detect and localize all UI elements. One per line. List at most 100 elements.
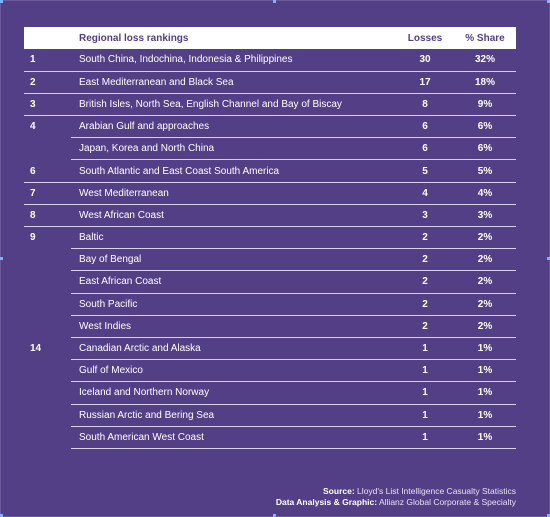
rank-cell (24, 382, 71, 404)
rank-cell: 4 (30, 121, 36, 133)
share-cell: 4% (454, 182, 516, 205)
header-region: Regional loss rankings (79, 32, 189, 44)
region-cell: Canadian Arctic and Alaska (71, 337, 396, 361)
region-cell: West Mediterranean (71, 182, 396, 205)
region-cell: West African Coast (71, 204, 396, 228)
share-cell: 6% (454, 137, 516, 161)
losses-cell: 1 (396, 359, 454, 383)
table-row: 1 South China, Indochina, Indonesia & Phi… (24, 49, 516, 72)
share-cell: 2% (454, 270, 516, 294)
region-cell: South Pacific (71, 293, 396, 316)
losses-cell: 1 (396, 381, 454, 405)
source-line: Source: Lloyd's List Intelligence Casual… (276, 486, 516, 497)
table-row: 14 Canadian Arctic and Alaska 1 1% (24, 337, 516, 361)
region-cell: British Isles, North Sea, English Channe… (71, 93, 396, 117)
rank-cell: 3 (24, 93, 71, 117)
header-rank (24, 27, 71, 49)
analysis-label: Data Analysis & Graphic: (275, 497, 378, 507)
table-row: Iceland and Northern Norway 1 1% (24, 381, 516, 405)
header-share: % Share (465, 32, 505, 44)
rank-cell (24, 315, 71, 337)
table-header-row: Regional loss rankings Losses % Share (24, 27, 516, 49)
losses-cell: 2 (396, 248, 454, 272)
selection-handle[interactable] (547, 0, 550, 3)
losses-cell: 5 (396, 159, 454, 183)
losses-cell: 2 (396, 293, 454, 316)
share-cell: 32% (454, 49, 516, 72)
analysis-line: Data Analysis & Graphic: Allianz Global … (276, 497, 516, 508)
region-cell: West Indies (71, 315, 396, 338)
selection-handle[interactable] (273, 514, 276, 517)
selection-handle[interactable] (273, 0, 276, 3)
share-cell: 3% (454, 204, 516, 228)
losses-cell: 3 (396, 204, 454, 228)
table-row: South American West Coast 1 1% (24, 426, 516, 449)
source-value: Lloyd's List Intelligence Casualty Stati… (357, 486, 516, 496)
share-cell: 6% (454, 115, 516, 139)
table-row: 7 West Mediterranean 4 4% (24, 182, 516, 205)
losses-cell: 2 (396, 315, 454, 338)
rank-cell: 9 (30, 232, 36, 244)
table-row: 6 South Atlantic and East Coast South Ame… (24, 159, 516, 183)
losses-cell: 6 (396, 115, 454, 139)
analysis-value: Allianz Global Corporate & Specialty (378, 497, 516, 507)
table-row: West Indies 2 2% (24, 315, 516, 338)
losses-cell: 2 (396, 226, 454, 250)
rank-cell (24, 271, 71, 293)
table-row: Japan, Korea and North China 6 6% (24, 137, 516, 161)
share-cell: 2% (454, 248, 516, 272)
region-cell: East Mediterranean and Black Sea (71, 71, 396, 94)
region-cell: South China, Indochina, Indonesia & Phil… (71, 49, 396, 72)
selection-handle[interactable] (0, 514, 3, 517)
region-cell: Iceland and Northern Norway (71, 381, 396, 405)
rank-cell (24, 404, 71, 426)
losses-cell: 30 (396, 49, 454, 72)
table-row: Bay of Bengal 2 2% (24, 248, 516, 272)
table-row: 2 East Mediterranean and Black Sea 17 18% (24, 71, 516, 94)
source-label: Source: (323, 486, 355, 496)
losses-cell: 17 (396, 71, 454, 94)
rank-cell: 2 (24, 71, 71, 94)
share-cell: 5% (454, 159, 516, 183)
rank-cell (24, 138, 71, 160)
rank-cell: 1 (24, 49, 71, 72)
share-cell: 1% (454, 337, 516, 361)
losses-cell: 6 (396, 137, 454, 161)
share-cell: 1% (454, 381, 516, 405)
share-cell: 1% (454, 359, 516, 383)
rank-cell (24, 249, 71, 271)
selection-handle[interactable] (547, 514, 550, 517)
table-row: South Pacific 2 2% (24, 293, 516, 316)
region-cell: Gulf of Mexico (71, 359, 396, 383)
region-cell: East African Coast (71, 270, 396, 294)
table-row: 4 Arabian Gulf and approaches 6 6% (24, 115, 516, 139)
region-cell: Arabian Gulf and approaches (71, 115, 396, 139)
table-row: 3 British Isles, North Sea, English Chann… (24, 93, 516, 117)
rank-cell: 6 (24, 159, 71, 183)
selection-handle[interactable] (0, 257, 3, 260)
table-row: Russian Arctic and Bering Sea 1 1% (24, 404, 516, 427)
losses-cell: 2 (396, 270, 454, 294)
share-cell: 9% (454, 93, 516, 117)
rank-cell (24, 426, 71, 448)
rank-cell: 14 (30, 343, 42, 355)
selection-handle[interactable] (0, 0, 3, 3)
losses-cell: 4 (396, 182, 454, 205)
header-losses: Losses (407, 32, 443, 44)
losses-cell: 1 (396, 426, 454, 449)
share-cell: 1% (454, 426, 516, 449)
share-cell: 1% (454, 404, 516, 427)
region-cell: Japan, Korea and North China (71, 137, 396, 161)
region-cell: South American West Coast (71, 426, 396, 449)
losses-cell: 8 (396, 93, 454, 117)
losses-cell: 1 (396, 337, 454, 361)
selection-handle[interactable] (547, 257, 550, 260)
table-row: Gulf of Mexico 1 1% (24, 359, 516, 383)
share-cell: 2% (454, 315, 516, 338)
losses-cell: 1 (396, 404, 454, 427)
table-row: 8 West African Coast 3 3% (24, 204, 516, 228)
rank-cell (24, 360, 71, 382)
share-cell: 2% (454, 293, 516, 316)
